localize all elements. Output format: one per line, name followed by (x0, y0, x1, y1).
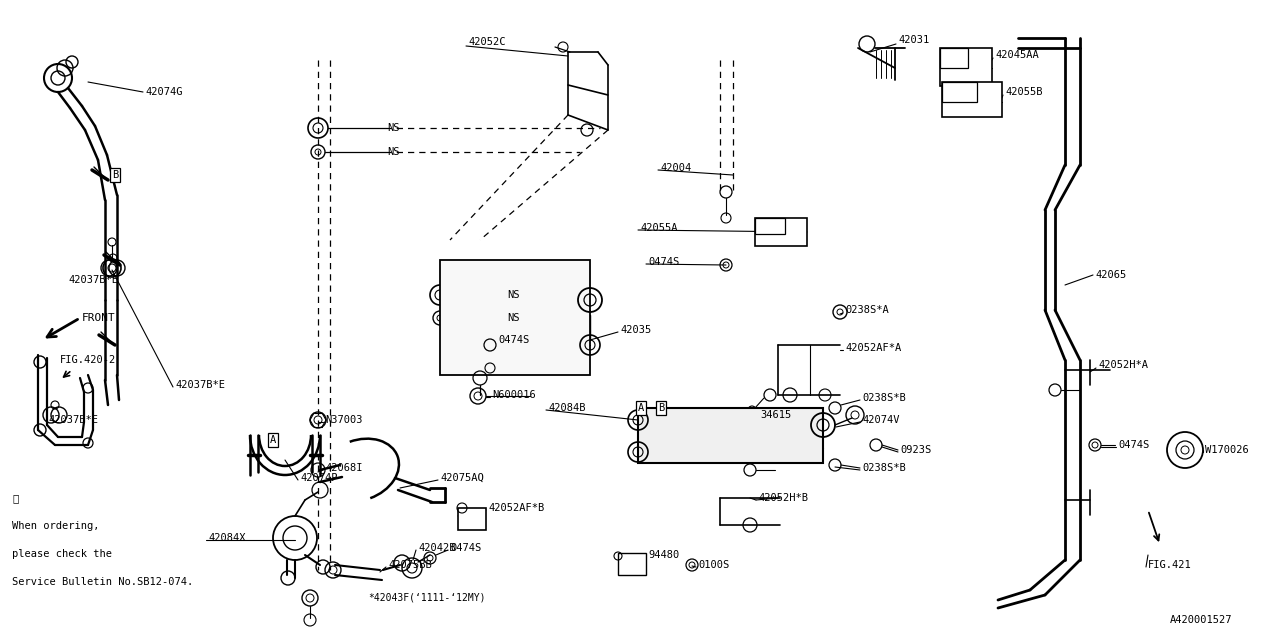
Text: N600016: N600016 (492, 390, 536, 400)
Text: 42055A: 42055A (640, 223, 677, 233)
Text: 0474S: 0474S (1117, 440, 1149, 450)
Text: B: B (658, 403, 664, 413)
Bar (942, 82, 977, 102)
Text: A: A (637, 403, 644, 413)
Bar (458, 508, 486, 530)
Text: 0474S: 0474S (648, 257, 680, 267)
Text: 42052C: 42052C (468, 37, 506, 47)
Text: ※: ※ (12, 493, 18, 503)
Text: NS: NS (387, 147, 399, 157)
Text: A: A (270, 435, 276, 445)
Text: 42075AQ: 42075AQ (440, 473, 484, 483)
Text: 42074G: 42074G (145, 87, 183, 97)
Text: 42068I: 42068I (325, 463, 362, 473)
Text: 42042B: 42042B (419, 543, 456, 553)
Text: 42052AF*B: 42052AF*B (488, 503, 544, 513)
Text: NS: NS (387, 123, 399, 133)
Text: When ordering,: When ordering, (12, 521, 100, 531)
Bar (755, 218, 785, 234)
Text: NS: NS (507, 290, 520, 300)
Bar (440, 260, 590, 375)
Text: 42074P: 42074P (300, 473, 338, 483)
Text: A420001527: A420001527 (1170, 615, 1233, 625)
Bar (637, 408, 823, 463)
Text: 42084B: 42084B (548, 403, 585, 413)
Text: 0474S: 0474S (498, 335, 529, 345)
Text: 42052AF*A: 42052AF*A (845, 343, 901, 353)
Text: FRONT: FRONT (82, 313, 115, 323)
Text: 94480: 94480 (648, 550, 680, 560)
Text: 42055B: 42055B (1005, 87, 1042, 97)
Text: 42035: 42035 (620, 325, 652, 335)
Text: 0238S*B: 0238S*B (861, 463, 906, 473)
Text: NS: NS (507, 313, 520, 323)
Text: 0474S: 0474S (451, 543, 481, 553)
Bar (755, 218, 806, 246)
Text: 0238S*B: 0238S*B (861, 393, 906, 403)
Text: 42065: 42065 (1094, 270, 1126, 280)
Text: 42052H*B: 42052H*B (758, 493, 808, 503)
Text: W170026: W170026 (1204, 445, 1249, 455)
Text: 42074V: 42074V (861, 415, 900, 425)
Text: 0923S: 0923S (900, 445, 932, 455)
Text: 42004: 42004 (660, 163, 691, 173)
Bar (618, 553, 646, 575)
Bar (940, 48, 968, 68)
Text: 42031: 42031 (899, 35, 929, 45)
Text: *42043F(‘1111-‘12MY): *42043F(‘1111-‘12MY) (369, 593, 485, 603)
Text: 42075BB: 42075BB (388, 560, 431, 570)
Bar (942, 82, 1002, 117)
Text: 0238S*A: 0238S*A (845, 305, 888, 315)
Bar (940, 48, 992, 86)
Text: FIG.421: FIG.421 (1148, 560, 1192, 570)
Text: 42052H*A: 42052H*A (1098, 360, 1148, 370)
Text: B: B (113, 170, 118, 180)
Text: 34615: 34615 (760, 410, 791, 420)
Text: 42045AA: 42045AA (995, 50, 1039, 60)
Text: 0100S: 0100S (698, 560, 730, 570)
Text: 42084X: 42084X (209, 533, 246, 543)
Text: 42037B*E: 42037B*E (68, 275, 118, 285)
Text: please check the: please check the (12, 549, 113, 559)
Text: FIG.420-2: FIG.420-2 (60, 355, 116, 365)
Text: 42037B*E: 42037B*E (175, 380, 225, 390)
Text: Service Bulletin No.SB12-074.: Service Bulletin No.SB12-074. (12, 577, 193, 587)
Text: N37003: N37003 (325, 415, 362, 425)
Text: 42037B*E: 42037B*E (49, 415, 99, 425)
